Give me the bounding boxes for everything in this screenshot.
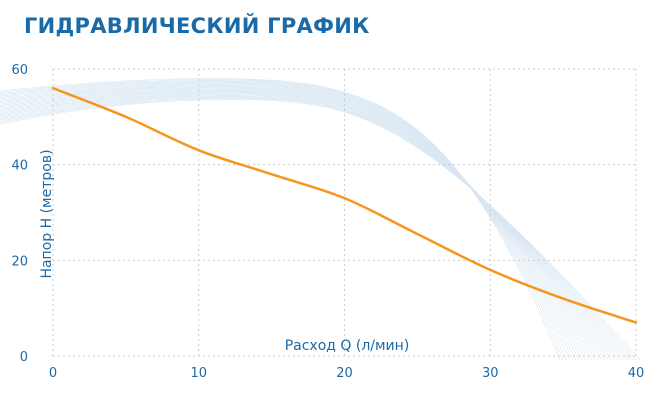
series-group [51, 86, 638, 324]
wave-line [0, 92, 615, 361]
wave-line [0, 95, 628, 361]
wave-line [0, 81, 574, 361]
wave-line [0, 94, 622, 361]
y-axis-label: Напор Н (метров) [39, 149, 55, 278]
wave-line [0, 96, 631, 361]
x-tick-label: 30 [482, 366, 499, 381]
decorative-wave-lines [0, 78, 641, 361]
y-tick-label: 0 [20, 350, 28, 365]
grid-lines [52, 68, 637, 357]
y-tick-label: 40 [11, 159, 28, 174]
x-tick-label: 40 [628, 366, 645, 381]
x-tick-label: 0 [49, 366, 57, 381]
series-line [51, 86, 638, 324]
wave-line [0, 90, 609, 361]
wave-line [0, 97, 634, 361]
wave-line [0, 98, 641, 361]
wave-line [0, 78, 561, 361]
x-tick-label: 20 [336, 366, 353, 381]
wave-line [0, 93, 618, 361]
x-axis-ticks: 0 10 20 30 40 [49, 366, 644, 381]
chart-title: ГИДРАВЛИЧЕСКИЙ ГРАФИК [24, 14, 370, 38]
wave-line [0, 82, 577, 361]
wave-line [0, 89, 606, 361]
x-tick-label: 10 [190, 366, 207, 381]
wave-line [0, 78, 564, 361]
wave-line [0, 94, 625, 361]
wave-line [0, 79, 567, 361]
x-axis-label: Расход Q (л/мин) [285, 338, 410, 354]
wave-line [0, 98, 638, 361]
wave-line [0, 89, 602, 361]
wave-line [0, 91, 612, 361]
y-tick-label: 20 [11, 254, 28, 269]
y-tick-label: 60 [11, 63, 28, 78]
wave-line [0, 84, 583, 361]
wave-line [0, 85, 590, 361]
wave-line [0, 80, 570, 361]
y-axis-ticks: 0 20 40 60 [11, 63, 28, 365]
wave-line [0, 83, 580, 361]
